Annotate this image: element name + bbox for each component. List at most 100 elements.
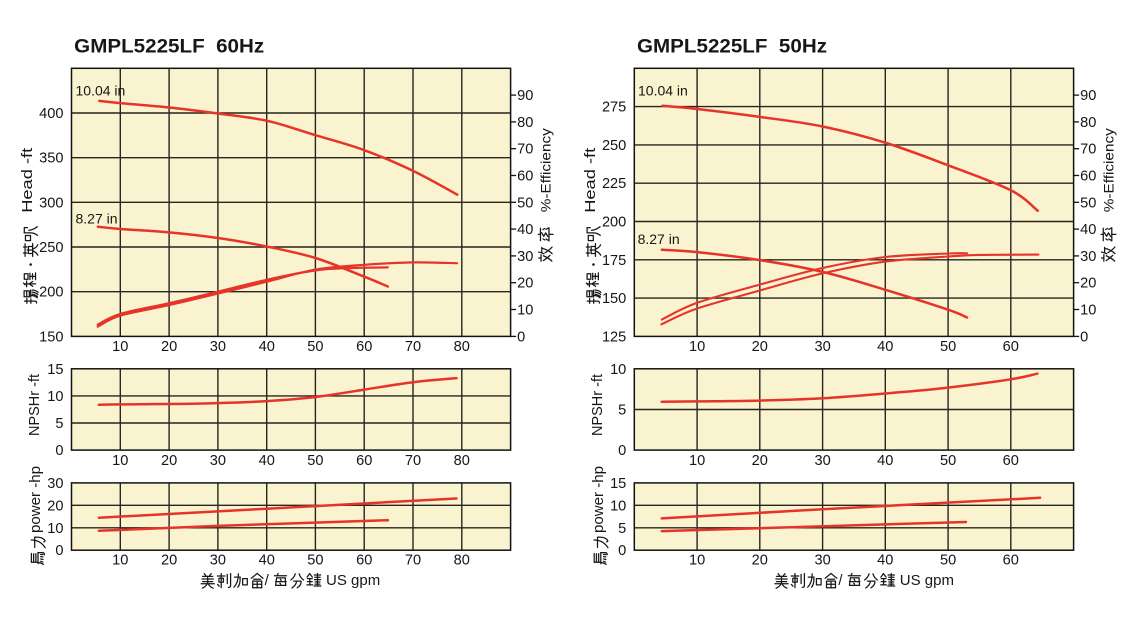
svg-text:power -hp: power -hp [591, 466, 607, 533]
svg-text:10.04 in: 10.04 in [76, 82, 126, 98]
svg-text:125: 125 [602, 329, 626, 345]
svg-text:30: 30 [210, 339, 226, 355]
svg-text:20: 20 [161, 553, 177, 569]
svg-text:30: 30 [814, 553, 830, 569]
svg-text:10: 10 [47, 521, 63, 537]
svg-text:40: 40 [877, 339, 893, 355]
svg-text:Head -ft: Head -ft [583, 148, 599, 213]
svg-text:20: 20 [161, 453, 177, 469]
svg-text:40: 40 [877, 553, 893, 569]
svg-text:30: 30 [517, 249, 533, 265]
svg-text:15: 15 [47, 362, 63, 378]
svg-text:50: 50 [517, 195, 533, 211]
svg-text:20: 20 [1080, 276, 1096, 292]
svg-text:US gpm: US gpm [900, 572, 954, 589]
svg-text:80: 80 [1080, 115, 1096, 131]
svg-text:20: 20 [752, 553, 768, 569]
svg-text:0: 0 [517, 329, 525, 345]
svg-text:40: 40 [517, 222, 533, 238]
svg-text:300: 300 [39, 195, 63, 211]
svg-text:40: 40 [259, 453, 275, 469]
svg-text:10: 10 [689, 339, 705, 355]
svg-text:60: 60 [1003, 339, 1019, 355]
svg-text:30: 30 [210, 453, 226, 469]
svg-text:50: 50 [1080, 195, 1096, 211]
svg-text:60: 60 [356, 553, 372, 569]
svg-text:8.27 in: 8.27 in [638, 231, 680, 247]
svg-text:20: 20 [47, 498, 63, 514]
svg-text:50: 50 [940, 453, 956, 469]
svg-text:30: 30 [1080, 249, 1096, 265]
svg-text:50: 50 [307, 339, 323, 355]
svg-text:40: 40 [259, 339, 275, 355]
svg-text:90: 90 [1080, 88, 1096, 104]
svg-text:0: 0 [55, 443, 63, 459]
svg-text:50: 50 [940, 553, 956, 569]
svg-text:8.27 in: 8.27 in [76, 210, 118, 226]
svg-text:20: 20 [161, 339, 177, 355]
svg-text:80: 80 [517, 115, 533, 131]
svg-text:10: 10 [112, 553, 128, 569]
svg-text:50: 50 [307, 553, 323, 569]
svg-text:0: 0 [55, 543, 63, 559]
svg-text:250: 250 [39, 240, 63, 256]
svg-text:10: 10 [610, 498, 626, 514]
svg-text:40: 40 [1080, 222, 1096, 238]
svg-text:power -hp: power -hp [28, 466, 44, 533]
svg-text:10.04 in: 10.04 in [638, 82, 688, 98]
svg-text:40: 40 [259, 553, 275, 569]
svg-text:/: / [265, 572, 270, 589]
svg-text:40: 40 [877, 453, 893, 469]
svg-text:60: 60 [356, 339, 372, 355]
svg-text:150: 150 [39, 329, 63, 345]
svg-text:0: 0 [618, 543, 626, 559]
svg-text:90: 90 [517, 88, 533, 104]
svg-text:GMPL5225LF 50Hz: GMPL5225LF 50Hz [637, 36, 827, 58]
svg-text:0: 0 [1080, 329, 1088, 345]
svg-text:175: 175 [602, 253, 626, 269]
svg-text:30: 30 [814, 453, 830, 469]
svg-text:10: 10 [610, 362, 626, 378]
svg-text:200: 200 [602, 215, 626, 231]
svg-text:10: 10 [47, 389, 63, 405]
svg-text:50: 50 [307, 453, 323, 469]
svg-text:NPSHr -ft: NPSHr -ft [27, 374, 43, 436]
svg-text:70: 70 [405, 453, 421, 469]
svg-text:GMPL5225LF 60Hz: GMPL5225LF 60Hz [74, 36, 264, 58]
svg-text:60: 60 [517, 169, 533, 185]
svg-text:5: 5 [55, 416, 63, 432]
svg-text:%-Efficiency: %-Efficiency [1100, 128, 1116, 212]
svg-text:10: 10 [689, 553, 705, 569]
svg-text:20: 20 [752, 453, 768, 469]
svg-text:20: 20 [752, 339, 768, 355]
svg-text:70: 70 [405, 553, 421, 569]
svg-text:200: 200 [39, 285, 63, 301]
svg-text:275: 275 [602, 100, 626, 116]
svg-text:10: 10 [112, 339, 128, 355]
svg-text:250: 250 [602, 138, 626, 154]
svg-text:10: 10 [517, 303, 533, 319]
svg-text:150: 150 [602, 291, 626, 307]
svg-text:30: 30 [814, 339, 830, 355]
svg-text:5: 5 [618, 403, 626, 419]
svg-text:NPSHr -ft: NPSHr -ft [590, 374, 606, 436]
svg-text:80: 80 [454, 553, 470, 569]
svg-text:10: 10 [1080, 303, 1096, 319]
svg-text:80: 80 [454, 453, 470, 469]
svg-text:60: 60 [1080, 169, 1096, 185]
svg-text:60: 60 [1003, 553, 1019, 569]
svg-text:0: 0 [618, 443, 626, 459]
svg-text:350: 350 [39, 151, 63, 167]
svg-text:30: 30 [210, 553, 226, 569]
svg-text:%-Efficiency: %-Efficiency [538, 128, 554, 212]
svg-text:60: 60 [356, 453, 372, 469]
svg-text:30: 30 [47, 476, 63, 492]
svg-text:10: 10 [689, 453, 705, 469]
svg-text:15: 15 [610, 476, 626, 492]
svg-text:US gpm: US gpm [326, 572, 380, 589]
svg-text:5: 5 [618, 521, 626, 537]
svg-text:70: 70 [1080, 142, 1096, 158]
svg-text:70: 70 [517, 142, 533, 158]
svg-text:70: 70 [405, 339, 421, 355]
svg-text:Head -ft: Head -ft [20, 148, 36, 213]
